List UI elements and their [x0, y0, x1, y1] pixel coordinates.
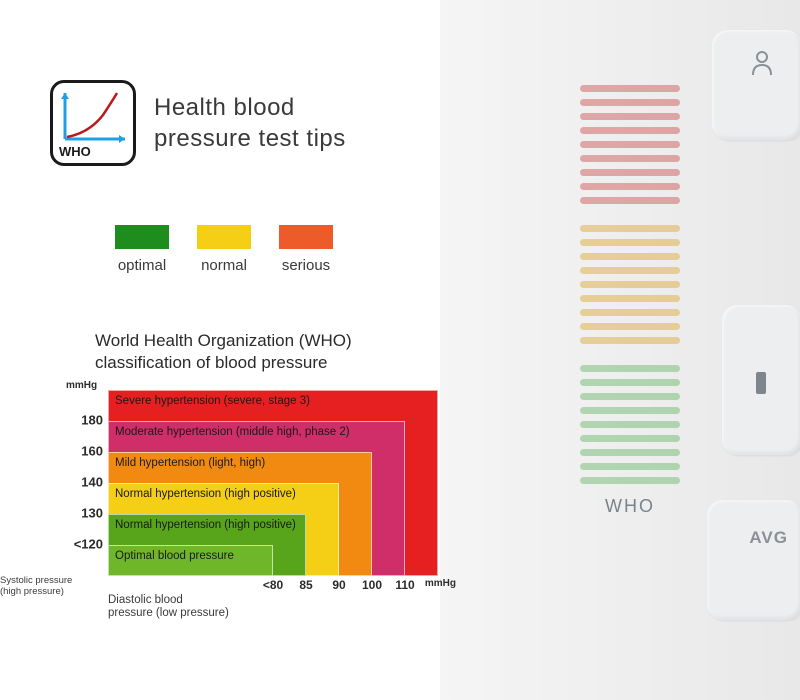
led-row: [580, 141, 680, 148]
led-row: [580, 113, 680, 120]
avg-button[interactable]: AVG: [707, 500, 800, 620]
y-tick: 180: [81, 413, 103, 428]
led-row: [580, 85, 680, 92]
led-row: [580, 393, 680, 400]
info-panel: WHO Health blood pressure test tips opti…: [0, 0, 440, 700]
led-row: [580, 239, 680, 246]
logo-label: WHO: [59, 144, 91, 159]
legend-swatch: [197, 225, 251, 249]
led-row: [580, 127, 680, 134]
person-icon: [750, 50, 774, 76]
who-chart-icon: WHO: [50, 80, 136, 166]
legend-swatch: [115, 225, 169, 249]
y-axis-caption: Systolic pressure (high pressure): [0, 576, 105, 597]
set-indicator-icon: [756, 372, 766, 394]
avg-button-label: AVG: [749, 528, 788, 548]
led-row: [580, 169, 680, 176]
legend-label: optimal: [115, 257, 169, 274]
x-tick: 85: [299, 578, 312, 592]
classification-bar: Optimal blood pressure: [108, 545, 273, 576]
led-row: [580, 449, 680, 456]
chart-title: World Health Organization (WHO) classifi…: [95, 330, 445, 374]
x-tick: 110: [395, 578, 414, 592]
led-row: [580, 183, 680, 190]
who-classification-chart: World Health Organization (WHO) classifi…: [30, 330, 445, 620]
led-row: [580, 197, 680, 204]
led-row: [580, 337, 680, 344]
y-tick: <120: [74, 537, 103, 552]
led-row: [580, 295, 680, 302]
x-axis-caption: Diastolic blood pressure (low pressure): [108, 594, 229, 620]
bar-label: Severe hypertension (severe, stage 3): [115, 395, 310, 407]
device-who-label: WHO: [580, 496, 680, 517]
y-tick: 140: [81, 475, 103, 490]
led-row: [580, 99, 680, 106]
user-button[interactable]: [712, 30, 800, 140]
led-row: [580, 421, 680, 428]
y-tick: 130: [81, 506, 103, 521]
x-tick: 100: [362, 578, 382, 592]
led-row: [580, 155, 680, 162]
led-row: [580, 365, 680, 372]
legend-label: normal: [197, 257, 251, 274]
x-tick: 90: [332, 578, 345, 592]
led-row: [580, 225, 680, 232]
y-tick: 160: [81, 444, 103, 459]
who-led-scale: WHO: [580, 85, 680, 517]
bar-label: Normal hypertension (high positive): [115, 488, 296, 500]
page-title: Health blood pressure test tips: [154, 92, 346, 154]
y-axis-unit: mmHg: [66, 380, 97, 391]
bar-label: Moderate hypertension (middle high, phas…: [115, 426, 350, 438]
led-row: [580, 309, 680, 316]
bar-label: Optimal blood pressure: [115, 550, 234, 562]
legend-item: normal: [197, 225, 251, 274]
bar-label: Mild hypertension (light, high): [115, 457, 265, 469]
color-legend: optimal normal serious: [115, 225, 333, 274]
led-row: [580, 379, 680, 386]
led-row: [580, 281, 680, 288]
led-row: [580, 435, 680, 442]
header: WHO Health blood pressure test tips: [50, 80, 346, 166]
led-row: [580, 477, 680, 484]
led-row: [580, 407, 680, 414]
legend-item: serious: [279, 225, 333, 274]
x-tick: <80: [263, 578, 283, 592]
led-row: [580, 463, 680, 470]
legend-item: optimal: [115, 225, 169, 274]
led-row: [580, 253, 680, 260]
bar-label: Normal hypertension (high positive): [115, 519, 296, 531]
led-row: [580, 323, 680, 330]
chart-bars: Severe hypertension (severe, stage 3) Mod…: [108, 390, 438, 576]
legend-swatch: [279, 225, 333, 249]
device-panel: WHO AVG: [440, 0, 800, 700]
legend-label: serious: [279, 257, 333, 274]
led-row: [580, 267, 680, 274]
